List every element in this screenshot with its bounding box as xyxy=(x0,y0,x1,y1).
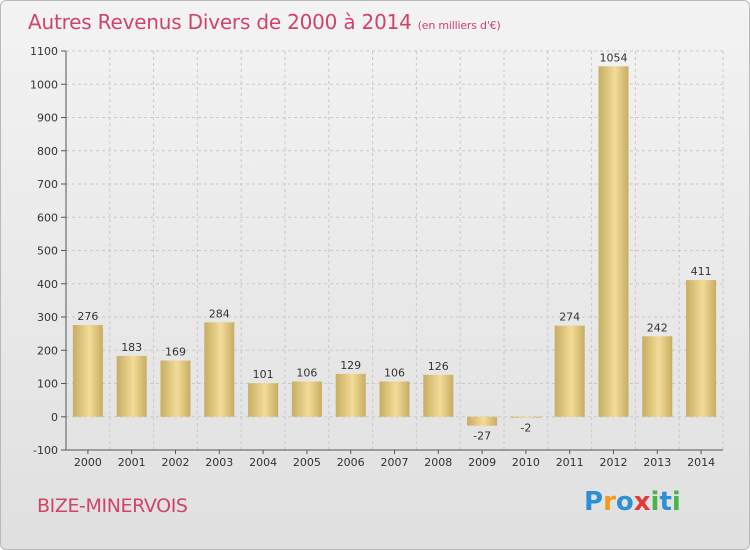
x-tick-label: 2010 xyxy=(512,456,540,469)
data-label: 106 xyxy=(384,367,405,380)
x-tick-label: 2011 xyxy=(556,456,584,469)
logo-letter: t xyxy=(659,487,672,517)
chart-title: Autres Revenus Divers de 2000 à 2014 (en … xyxy=(28,10,501,34)
bar xyxy=(291,381,322,417)
data-label: 169 xyxy=(165,346,186,359)
labels: -100 0 100 200 300 400 500 600 700 800 900 1000 1100… xyxy=(30,45,715,469)
x-tick-label: 2004 xyxy=(249,456,277,469)
y-tick-label: 200 xyxy=(37,344,58,357)
x-tick-label: 2009 xyxy=(468,456,496,469)
data-label: 183 xyxy=(121,341,142,354)
y-tick-label: 1000 xyxy=(30,78,58,91)
proxiti-logo: Proxiti xyxy=(584,487,681,517)
bar xyxy=(467,416,498,426)
x-tick-label: 2008 xyxy=(424,456,452,469)
y-tick-label: 800 xyxy=(37,145,58,158)
y-tick-label: 1100 xyxy=(30,45,58,58)
bar xyxy=(160,360,191,417)
data-label: 274 xyxy=(559,311,580,324)
bars xyxy=(72,66,717,426)
y-tick-label: -100 xyxy=(33,444,58,457)
bar xyxy=(248,383,279,417)
x-tick-label: 2006 xyxy=(337,456,365,469)
data-label: 242 xyxy=(647,321,668,334)
bar xyxy=(204,322,235,417)
data-label: 284 xyxy=(209,307,230,320)
y-tick-label: 700 xyxy=(37,178,58,191)
logo-letter: o xyxy=(615,487,634,517)
y-tick-label: 900 xyxy=(37,112,58,125)
bar xyxy=(598,66,629,417)
data-label: -2 xyxy=(520,421,531,434)
x-tick-label: 2005 xyxy=(293,456,321,469)
chart-title-text: Autres Revenus Divers de 2000 à 2014 xyxy=(28,10,412,34)
logo-letter: P xyxy=(584,487,604,517)
data-label: -27 xyxy=(473,430,491,443)
bar xyxy=(72,324,103,417)
data-label: 1054 xyxy=(600,51,628,64)
x-tick-label: 2007 xyxy=(381,456,409,469)
y-tick-label: 600 xyxy=(37,211,58,224)
x-tick-label: 2012 xyxy=(600,456,628,469)
y-tick-label: 0 xyxy=(51,411,58,424)
logo-letter: i xyxy=(650,487,660,517)
bar xyxy=(510,416,541,418)
x-tick-label: 2002 xyxy=(162,456,190,469)
x-tick-label: 2014 xyxy=(687,456,715,469)
y-tick-label: 100 xyxy=(37,378,58,391)
data-label: 129 xyxy=(340,359,361,372)
commune-name: BIZE-MINERVOIS xyxy=(37,495,188,517)
bar xyxy=(116,355,147,417)
logo-letter: i xyxy=(671,487,681,517)
bar xyxy=(423,374,454,417)
axes xyxy=(61,50,723,454)
chart-subtitle: (en milliers d'€) xyxy=(417,19,501,32)
data-label: 106 xyxy=(296,367,317,380)
x-tick-label: 2001 xyxy=(118,456,146,469)
logo-letter: x xyxy=(633,487,651,517)
x-tick-label: 2000 xyxy=(74,456,102,469)
bar xyxy=(335,373,366,417)
logo-letter: r xyxy=(603,487,616,517)
bar xyxy=(554,325,585,417)
data-label: 411 xyxy=(691,265,712,278)
y-tick-label: 300 xyxy=(37,311,58,324)
data-label: 126 xyxy=(428,360,449,373)
bar xyxy=(686,280,717,417)
bar xyxy=(642,336,673,417)
x-tick-label: 2003 xyxy=(205,456,233,469)
data-label: 276 xyxy=(77,310,98,323)
x-tick-label: 2013 xyxy=(643,456,671,469)
data-label: 101 xyxy=(253,368,274,381)
y-tick-label: 400 xyxy=(37,278,58,291)
y-tick-label: 500 xyxy=(37,245,58,258)
bar xyxy=(379,381,410,417)
